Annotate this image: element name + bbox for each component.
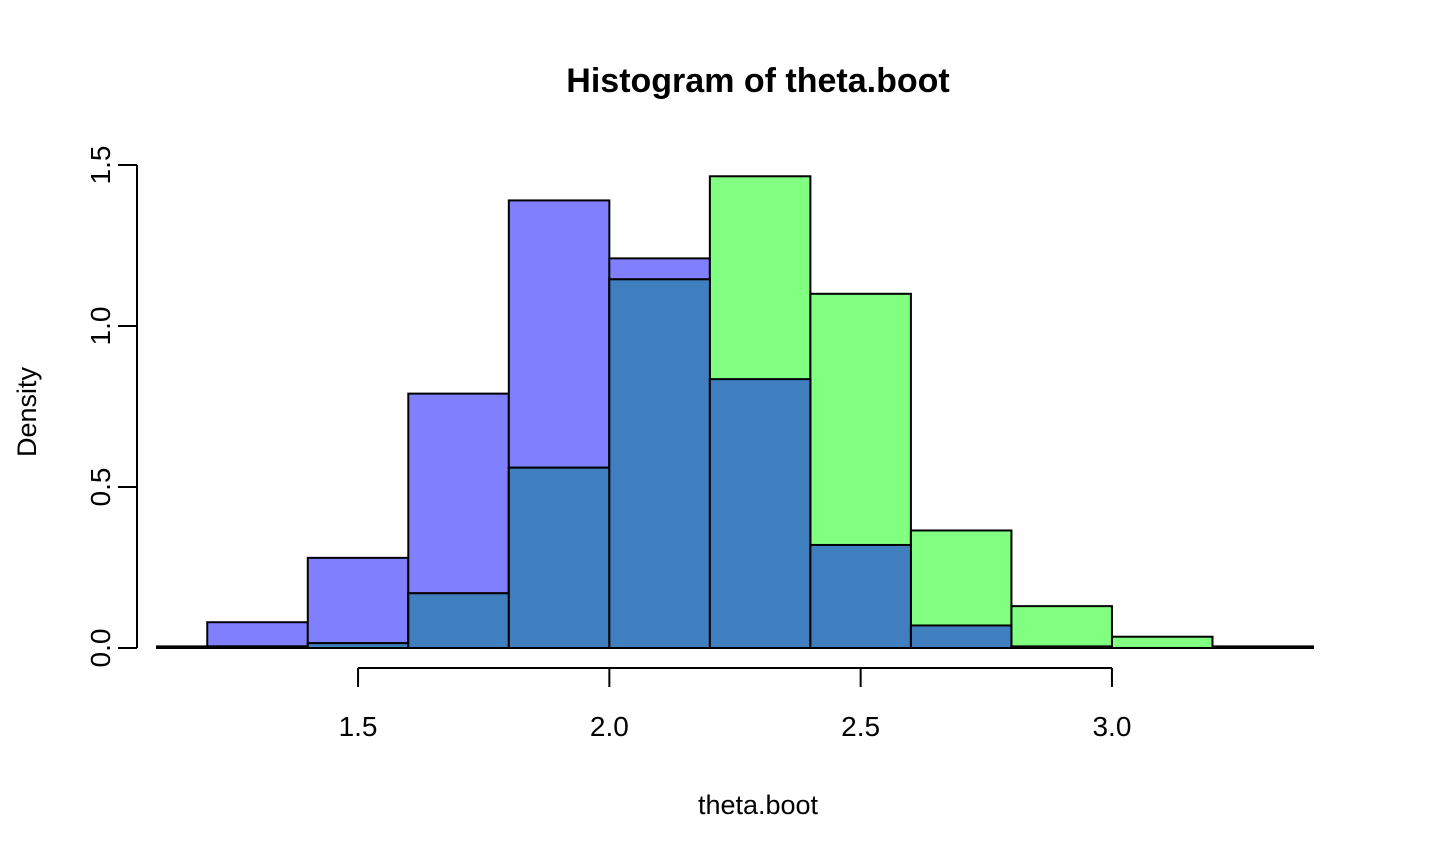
series2-bar-9 xyxy=(1110,635,1214,649)
series2-bar-8 xyxy=(1010,605,1113,650)
bars-group xyxy=(156,175,1315,650)
overlap-bar-6 xyxy=(708,378,812,649)
x-tick-label-1: 2.0 xyxy=(590,711,629,742)
overlap-bar-8 xyxy=(909,624,1013,650)
x-tick-label-3: 3.0 xyxy=(1092,711,1131,742)
overlap-bar-3 xyxy=(407,592,510,650)
y-tick-label-1: 0.5 xyxy=(85,468,116,507)
series1-bar-2 xyxy=(306,556,410,650)
y-axis-label: Density xyxy=(12,366,42,457)
x-tick-label-2: 2.5 xyxy=(841,711,880,742)
overlap-bar-4 xyxy=(507,466,611,649)
overlap-bar-5 xyxy=(608,278,711,649)
x-axis-label: theta.boot xyxy=(698,790,819,820)
y-tick-label-0: 0.0 xyxy=(85,629,116,668)
x-axis: 1.5 2.0 2.5 3.0 xyxy=(339,667,1131,742)
x-tick-label-0: 1.5 xyxy=(339,711,378,742)
y-tick-label-2: 1.0 xyxy=(85,307,116,346)
overlap-bar-7 xyxy=(809,543,912,650)
y-axis: 0.0 0.5 1.0 1.5 xyxy=(85,146,138,668)
series1-bar-1 xyxy=(206,621,309,649)
y-tick-label-3: 1.5 xyxy=(85,146,116,185)
chart-title: Histogram of theta.boot xyxy=(566,62,949,100)
